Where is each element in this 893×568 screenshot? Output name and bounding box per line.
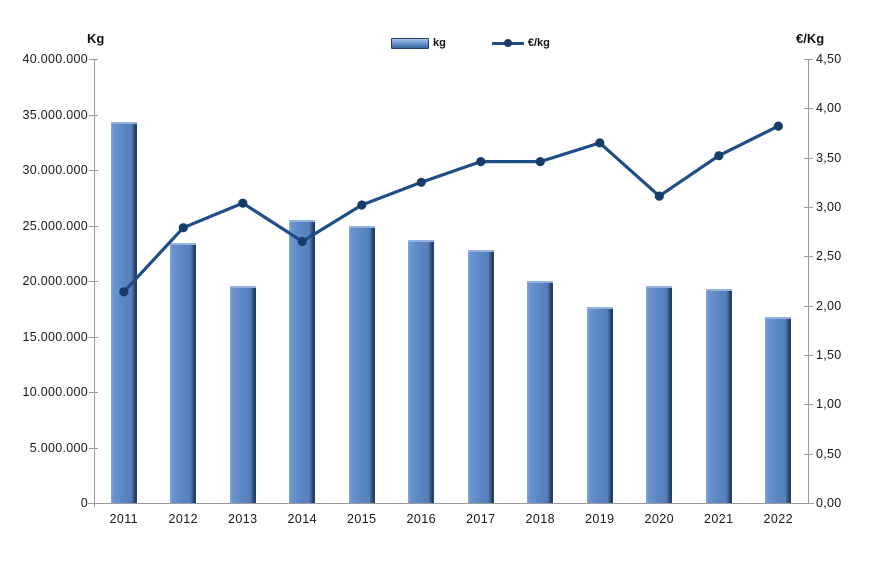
x-tick-label-2013: 2013 — [228, 512, 258, 526]
bar-2019 — [587, 307, 613, 503]
x-axis-line — [88, 503, 814, 504]
x-tick-label-2018: 2018 — [525, 512, 555, 526]
y-left-tick-mark — [89, 281, 98, 282]
y-left-tick-mark — [89, 114, 98, 116]
line-point-2011 — [119, 287, 129, 297]
chart-legend: kg €/kg — [391, 37, 550, 49]
bar-2015 — [349, 226, 375, 503]
y-right-tick-label: 1,00 — [816, 397, 842, 412]
line-point-2015 — [357, 200, 367, 210]
line-marker-icon — [503, 39, 512, 47]
x-tick-label-2014: 2014 — [287, 512, 317, 526]
y-right-tick-label: 3,50 — [816, 150, 842, 165]
y-right-tick-mark — [804, 355, 813, 356]
y-left-tick-mark — [89, 225, 98, 227]
y-right-tick-mark — [804, 256, 813, 258]
line-point-2012 — [178, 223, 188, 233]
y-right-tick-mark — [804, 404, 813, 406]
x-tick-label-2020: 2020 — [644, 512, 674, 526]
y-right-tick-label: 4,50 — [816, 52, 842, 66]
x-tick-label-2022: 2022 — [763, 512, 793, 526]
y-left-tick-label: 35.000.000 — [22, 107, 88, 122]
y-left-tick-label: 25.000.000 — [22, 218, 88, 233]
y-right-tick-mark — [804, 108, 813, 110]
y-left-tick-mark — [89, 503, 98, 504]
line-point-2020 — [654, 191, 664, 201]
y-right-tick-mark — [804, 305, 813, 307]
y-right-tick-label: 1,50 — [816, 348, 842, 362]
bar-2011 — [111, 122, 137, 503]
y-left-tick-label: 0 — [80, 496, 88, 510]
line-series-layer — [119, 121, 783, 297]
bar-2017 — [468, 250, 494, 503]
x-tick-label-2015: 2015 — [347, 512, 377, 526]
x-tick-label-2021: 2021 — [704, 512, 734, 526]
legend-item-kg: kg — [391, 37, 446, 49]
left-axis-title: Kg — [87, 31, 105, 46]
right-axis-line — [808, 59, 809, 503]
y-right-tick-label: 0,50 — [816, 446, 842, 461]
x-tick-label-2016: 2016 — [406, 512, 436, 526]
y-left-tick-label: 20.000.000 — [22, 274, 88, 288]
y-right-tick-mark — [804, 207, 813, 208]
y-right-tick-label: 3,00 — [816, 200, 842, 214]
x-tick-label-2012: 2012 — [168, 512, 198, 526]
line-point-2016 — [416, 177, 426, 187]
y-left-tick-mark — [89, 336, 98, 338]
line-point-2021 — [714, 151, 724, 161]
y-right-tick-label: 4,00 — [816, 101, 842, 116]
y-right-tick-label: 0,00 — [816, 496, 842, 510]
line-point-2017 — [476, 157, 486, 167]
plot-area — [94, 59, 808, 503]
bar-2013 — [230, 286, 256, 503]
y-left-tick-mark — [89, 392, 98, 393]
bar-2021 — [706, 289, 732, 503]
bar-series-swatch-icon — [391, 37, 429, 49]
eur-per-kg-line — [122, 124, 780, 294]
line-point-2014 — [297, 236, 307, 247]
y-left-tick-mark — [89, 447, 98, 449]
y-left-tick-mark — [89, 170, 98, 171]
bar-2020 — [646, 286, 672, 503]
bar-2016 — [408, 240, 434, 503]
y-left-tick-label: 30.000.000 — [22, 163, 88, 177]
line-point-2022 — [773, 121, 783, 131]
line-point-2018 — [535, 157, 545, 167]
bar-2012 — [170, 243, 196, 503]
x-tick-label-2011: 2011 — [109, 512, 138, 526]
y-left-tick-mark — [89, 59, 98, 60]
y-left-tick-label: 40.000.000 — [22, 52, 88, 66]
line-point-2013 — [238, 198, 248, 208]
y-right-tick-mark — [804, 59, 813, 60]
line-series-swatch-icon — [491, 39, 524, 47]
bar-2018 — [527, 281, 553, 503]
bar-2022 — [765, 317, 791, 503]
y-left-tick-label: 5.000.000 — [29, 440, 88, 455]
x-tick-label-2019: 2019 — [585, 512, 615, 526]
left-axis-line — [94, 59, 95, 507]
x-tick-label-2017: 2017 — [466, 512, 496, 526]
right-axis-title: €/Kg — [796, 31, 825, 46]
legend-item-eur-per-kg: €/kg — [491, 37, 550, 49]
y-right-tick-label: 2,50 — [816, 249, 842, 264]
legend-label-eur-per-kg: €/kg — [527, 37, 550, 49]
y-right-tick-mark — [804, 503, 813, 504]
y-right-tick-mark — [804, 453, 813, 455]
line-point-2019 — [595, 138, 605, 148]
y-left-tick-label: 15.000.000 — [22, 329, 88, 344]
y-left-tick-label: 10.000.000 — [22, 385, 88, 399]
y-right-tick-label: 2,00 — [816, 298, 842, 313]
y-right-tick-mark — [804, 157, 813, 159]
legend-label-kg: kg — [433, 37, 446, 49]
bar-2014 — [289, 220, 315, 503]
